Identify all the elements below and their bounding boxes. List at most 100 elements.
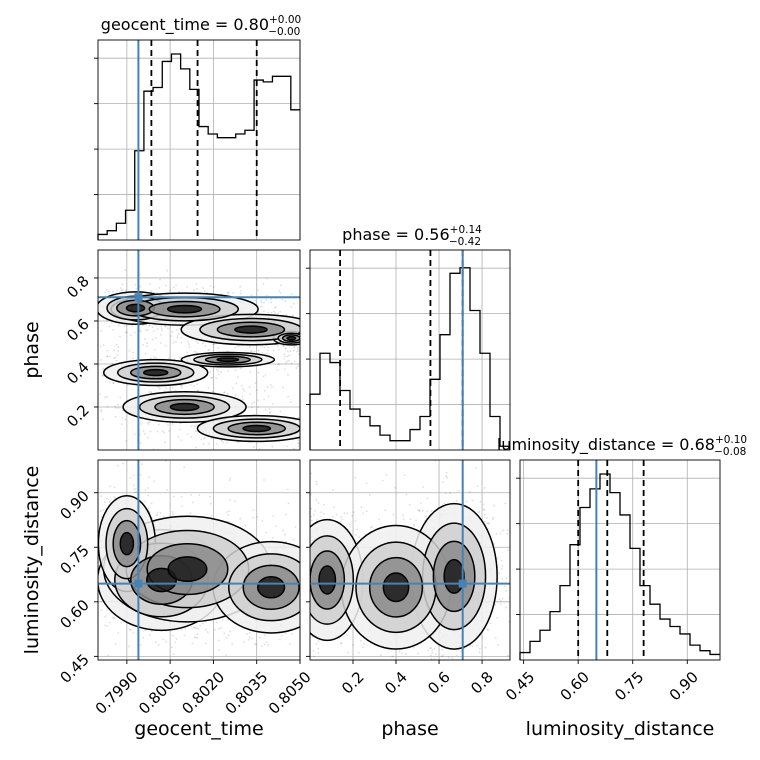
sample-point bbox=[148, 421, 151, 424]
sample-point bbox=[260, 305, 263, 308]
sample-point bbox=[231, 387, 234, 390]
sample-point bbox=[326, 327, 328, 329]
sample-point bbox=[267, 395, 270, 398]
sample-point bbox=[226, 291, 229, 294]
sample-point bbox=[301, 601, 303, 603]
sample-point bbox=[157, 386, 160, 389]
sample-point bbox=[285, 513, 287, 516]
sample-point bbox=[303, 599, 305, 601]
sample-point bbox=[433, 647, 436, 650]
sample-point bbox=[133, 491, 136, 494]
sample-point bbox=[128, 438, 130, 440]
sample-point bbox=[322, 331, 324, 333]
sample-point bbox=[301, 360, 303, 362]
sample-point bbox=[102, 344, 105, 346]
hist-grid bbox=[98, 57, 300, 195]
sample-point bbox=[120, 423, 123, 426]
sample-point bbox=[112, 381, 115, 384]
density-contour bbox=[167, 556, 208, 583]
sample-point bbox=[320, 447, 322, 449]
sample-point bbox=[218, 627, 221, 630]
sample-point bbox=[305, 570, 307, 572]
sample-point bbox=[313, 326, 315, 328]
sample-point bbox=[73, 317, 75, 319]
sample-point bbox=[201, 342, 204, 345]
sample-point bbox=[160, 333, 162, 336]
sample-point bbox=[398, 650, 401, 653]
sample-point bbox=[228, 291, 230, 294]
sample-point bbox=[304, 578, 306, 580]
sample-point bbox=[263, 634, 266, 637]
sample-point bbox=[236, 376, 239, 378]
sample-point bbox=[342, 440, 344, 442]
sample-point bbox=[215, 377, 218, 379]
sample-point bbox=[276, 369, 279, 372]
sample-point bbox=[355, 533, 357, 536]
sample-point bbox=[475, 466, 478, 469]
sample-point bbox=[316, 354, 318, 356]
sample-point bbox=[100, 410, 102, 413]
sample-point bbox=[333, 506, 336, 509]
sample-point bbox=[310, 328, 312, 330]
sample-point bbox=[449, 492, 451, 495]
sample-point bbox=[308, 425, 310, 427]
sample-point bbox=[297, 346, 299, 349]
sample-point bbox=[341, 518, 344, 521]
sample-point bbox=[301, 433, 303, 435]
sample-point bbox=[195, 627, 198, 630]
sample-point bbox=[284, 347, 287, 350]
sample-point bbox=[500, 559, 503, 562]
sample-point bbox=[314, 509, 316, 512]
sample-point bbox=[302, 329, 304, 331]
sample-point bbox=[147, 421, 149, 424]
sample-point bbox=[142, 344, 144, 346]
sample-point bbox=[171, 386, 174, 389]
sample-point bbox=[301, 550, 303, 552]
sample-point bbox=[405, 652, 407, 655]
sample-point bbox=[186, 340, 189, 343]
sample-point bbox=[108, 621, 111, 624]
sample-point bbox=[166, 489, 169, 491]
sample-point bbox=[382, 706, 384, 708]
sample-point bbox=[263, 389, 266, 392]
sample-point bbox=[316, 424, 318, 426]
sample-point bbox=[305, 311, 307, 313]
sample-point bbox=[306, 594, 308, 596]
sample-point bbox=[161, 430, 164, 433]
sample-point bbox=[310, 507, 313, 510]
sample-point bbox=[228, 479, 231, 482]
sample-point bbox=[207, 386, 210, 389]
sample-point bbox=[129, 628, 132, 631]
sample-point bbox=[87, 580, 89, 582]
sample-point bbox=[486, 516, 489, 519]
sample-point bbox=[447, 656, 450, 659]
sample-point bbox=[312, 361, 314, 363]
sample-point bbox=[304, 413, 306, 415]
sample-point bbox=[89, 375, 91, 377]
sample-point bbox=[307, 644, 309, 646]
sample-point bbox=[305, 610, 307, 612]
density-luminosity_distance_vs_phase bbox=[301, 460, 510, 708]
sample-point bbox=[257, 289, 260, 292]
sample-point bbox=[59, 363, 61, 365]
sample-point bbox=[127, 645, 130, 648]
sample-point bbox=[283, 353, 285, 356]
sample-point bbox=[314, 346, 316, 348]
sample-point bbox=[106, 395, 108, 398]
density-contour bbox=[119, 531, 135, 556]
sample-point bbox=[105, 288, 108, 291]
sample-point bbox=[237, 441, 240, 444]
sample-point bbox=[306, 608, 308, 610]
sample-point bbox=[245, 633, 248, 635]
sample-point bbox=[279, 310, 282, 313]
sample-point bbox=[431, 649, 434, 652]
sample-point bbox=[99, 393, 102, 395]
sample-point bbox=[112, 290, 115, 293]
truth-marker bbox=[134, 293, 143, 302]
sample-point bbox=[302, 551, 304, 553]
sample-point bbox=[486, 522, 489, 525]
sample-point bbox=[267, 311, 270, 314]
sample-point bbox=[91, 311, 93, 313]
sample-point bbox=[147, 494, 150, 497]
sample-point bbox=[287, 374, 289, 376]
